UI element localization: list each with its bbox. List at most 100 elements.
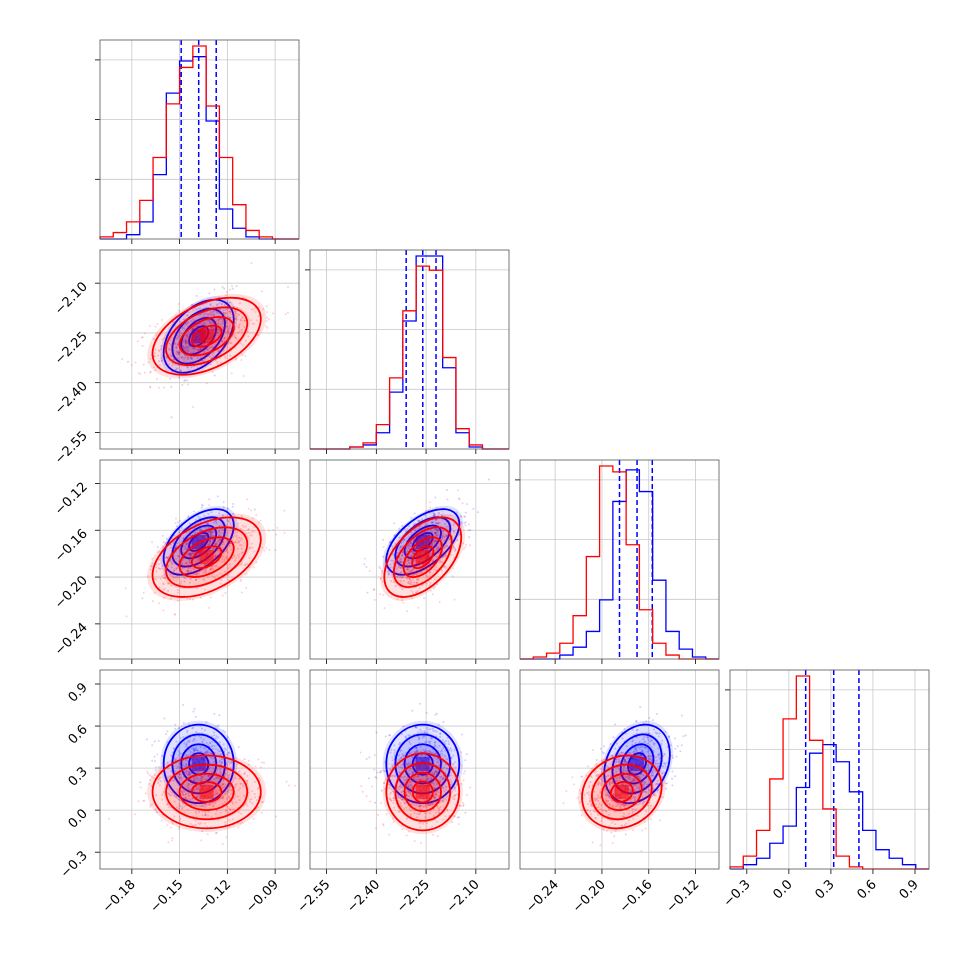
scatter-point-0 (426, 726, 429, 729)
scatter-point-1 (393, 806, 396, 809)
scatter-point-1 (213, 780, 216, 783)
scatter-point-1 (428, 501, 431, 504)
scatter-point-0 (187, 516, 190, 519)
scatter-point-0 (487, 478, 490, 481)
scatter-point-0 (175, 740, 178, 743)
scatter-point-1 (454, 794, 457, 797)
scatter-point-1 (214, 332, 217, 335)
scatter-point-1 (221, 783, 224, 786)
scatter-point-1 (202, 767, 205, 770)
scatter-point-0 (388, 734, 391, 737)
scatter-point-1 (426, 776, 429, 779)
scatter-point-0 (178, 376, 181, 379)
scatter-point-1 (419, 570, 422, 573)
scatter-point-1 (423, 543, 426, 546)
scatter-point-1 (419, 778, 422, 781)
scatter-point-0 (399, 545, 402, 548)
scatter-point-0 (402, 790, 405, 793)
scatter-point-1 (257, 786, 260, 789)
scatter-point-0 (179, 334, 182, 337)
scatter-point-1 (426, 778, 429, 781)
scatter-point-0 (429, 777, 432, 780)
scatter-point-0 (409, 752, 412, 755)
scatter-point-0 (415, 746, 418, 749)
scatter-point-1 (211, 565, 214, 568)
scatter-point-1 (227, 574, 230, 577)
scatter-point-1 (398, 576, 401, 579)
scatter-point-1 (447, 524, 450, 527)
scatter-point-1 (413, 547, 416, 550)
scatter-point-1 (467, 523, 470, 526)
scatter-point-1 (200, 317, 203, 320)
scatter-point-0 (412, 551, 415, 554)
scatter-point-0 (157, 781, 160, 784)
scatter-point-1 (162, 588, 165, 591)
scatter-point-1 (214, 791, 217, 794)
scatter-point-1 (249, 546, 252, 549)
scatter-point-1 (421, 774, 424, 777)
scatter-point-0 (173, 568, 176, 571)
scatter-point-1 (416, 581, 419, 584)
scatter-point-1 (187, 369, 190, 372)
scatter-point-0 (179, 369, 182, 372)
scatter-point-1 (383, 770, 386, 773)
scatter-point-0 (208, 313, 211, 316)
scatter-point-0 (209, 568, 212, 571)
scatter-point-1 (425, 574, 428, 577)
scatter-point-0 (399, 546, 402, 549)
scatter-point-1 (388, 541, 391, 544)
scatter-point-1 (243, 794, 246, 797)
scatter-point-1 (183, 356, 186, 359)
scatter-point-1 (412, 541, 415, 544)
scatter-point-0 (412, 776, 415, 779)
scatter-point-0 (188, 561, 191, 564)
scatter-point-0 (177, 335, 180, 338)
scatter-point-1 (416, 547, 419, 550)
scatter-point-0 (183, 339, 186, 342)
scatter-point-1 (243, 771, 246, 774)
scatter-point-1 (190, 783, 193, 786)
scatter-point-1 (162, 348, 165, 351)
scatter-point-1 (435, 792, 438, 795)
scatter-point-0 (216, 777, 219, 780)
scatter-point-0 (417, 775, 420, 778)
scatter-point-0 (206, 313, 209, 316)
scatter-point-0 (179, 777, 182, 780)
scatter-point-0 (431, 544, 434, 547)
scatter-point-1 (421, 542, 424, 545)
scatter-point-1 (413, 812, 416, 815)
scatter-point-1 (431, 560, 434, 563)
scatter-point-0 (404, 736, 407, 739)
scatter-point-1 (229, 312, 232, 315)
scatter-point-0 (400, 554, 403, 557)
scatter-point-1 (421, 541, 424, 544)
scatter-point-1 (410, 569, 413, 572)
scatter-point-0 (442, 799, 445, 802)
scatter-point-1 (250, 542, 253, 545)
scatter-point-1 (204, 356, 207, 359)
scatter-point-0 (189, 560, 192, 563)
scatter-point-1 (250, 262, 253, 265)
scatter-point-1 (215, 555, 218, 558)
scatter-point-1 (214, 832, 217, 835)
panel-1-0: −2.55−2.40−2.25−2.10 (52, 249, 300, 467)
scatter-point-1 (212, 326, 215, 329)
scatter-point-1 (186, 570, 189, 573)
scatter-point-0 (407, 790, 410, 793)
scatter-point-0 (401, 761, 404, 764)
scatter-point-0 (190, 552, 193, 555)
scatter-point-1 (426, 802, 429, 805)
scatter-point-0 (177, 754, 180, 757)
scatter-point-0 (203, 774, 206, 777)
scatter-point-0 (398, 527, 401, 530)
scatter-point-0 (184, 349, 187, 352)
scatter-point-1 (464, 543, 467, 546)
scatter-point-1 (236, 525, 239, 528)
scatter-point-0 (380, 789, 383, 792)
contour-1-1 (165, 526, 249, 588)
scatter-point-1 (224, 312, 227, 315)
scatter-point-1 (217, 776, 220, 779)
scatter-point-1 (189, 554, 192, 557)
scatter-point-1 (417, 526, 420, 529)
scatter-point-1 (199, 357, 202, 360)
